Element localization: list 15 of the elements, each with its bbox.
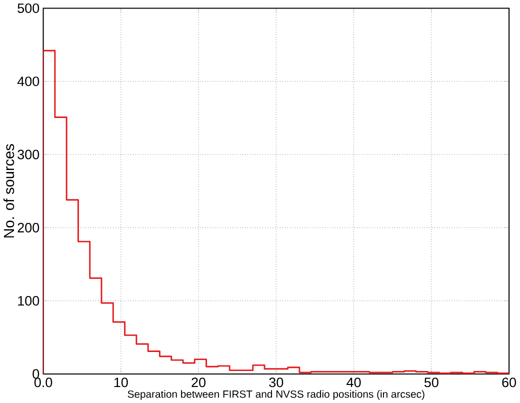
x-tick-label: 30 xyxy=(269,377,284,388)
x-axis-title: Separation between FIRST and NVSS radio positions (in arcsec) xyxy=(128,390,424,400)
x-tick-label: 20 xyxy=(192,377,206,388)
y-tick-label: 400 xyxy=(17,76,40,86)
y-tick-label: 500 xyxy=(18,3,40,13)
y-tick-label: 200 xyxy=(18,222,40,232)
x-tick-label: 50 xyxy=(424,377,438,388)
x-tick-label: 40 xyxy=(346,377,361,388)
x-tick-label: 10 xyxy=(114,377,128,388)
y-tick-label: 300 xyxy=(18,150,40,160)
x-tick-label: 0.0 xyxy=(34,377,52,388)
x-tick-label: 60 xyxy=(502,377,516,388)
y-tick-label: 0 xyxy=(32,369,40,379)
y-tick-label: 100 xyxy=(18,296,40,306)
y-axis-title: No. of sources xyxy=(3,144,14,238)
